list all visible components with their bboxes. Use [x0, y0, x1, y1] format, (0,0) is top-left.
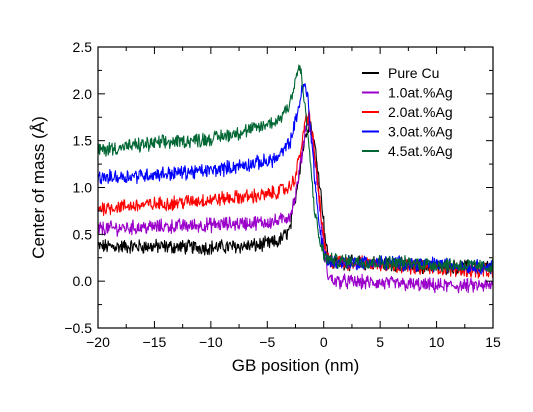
x-tick-label: 10 — [429, 334, 445, 350]
legend: Pure Cu 1.0at.%Ag 2.0at.%Ag 3.0at.%Ag 4.5at.… — [362, 65, 453, 159]
y-tick-label: 1.0 — [73, 180, 93, 196]
legend-label: 3.0at.%Ag — [388, 124, 453, 140]
x-tick-label: −5 — [259, 334, 275, 350]
y-tick-label: 0.0 — [73, 273, 93, 289]
y-tick-label: 2.0 — [73, 86, 93, 102]
legend-label: 4.5at.%Ag — [388, 143, 453, 159]
x-axis-title: GB position (nm) — [232, 356, 360, 375]
y-tick-label: 1.5 — [73, 133, 93, 149]
series-line — [97, 64, 494, 273]
legend-label: 2.0at.%Ag — [388, 104, 453, 120]
x-tick-label: −10 — [199, 334, 223, 350]
x-tick-label: −15 — [143, 334, 167, 350]
y-axis-title: Center of mass (Å) — [29, 116, 48, 259]
legend-label: 1.0at.%Ag — [388, 85, 453, 101]
x-tick-label: 15 — [485, 334, 501, 350]
series-line — [97, 116, 494, 294]
y-tick-label: 2.5 — [73, 39, 93, 55]
legend-label: Pure Cu — [388, 65, 439, 81]
y-tick-label: 0.5 — [73, 226, 93, 242]
series-layer — [97, 64, 494, 294]
x-tick-label: 5 — [376, 334, 384, 350]
ticks-layer: −20 −15 −10 −5 0 5 10 15 −0.5 0.0 0.5 1.0 1.5 2.0 2.5 — [64, 39, 501, 350]
x-tick-label: 0 — [320, 334, 328, 350]
x-tick-label: −20 — [86, 334, 110, 350]
series-line — [97, 109, 494, 279]
y-tick-label: −0.5 — [64, 320, 92, 336]
